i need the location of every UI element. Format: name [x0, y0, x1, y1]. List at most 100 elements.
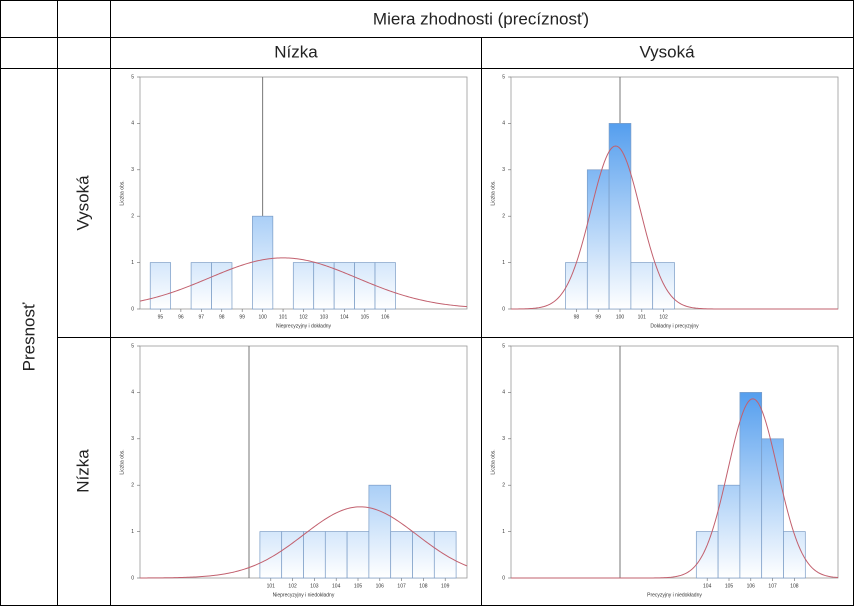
y-tick-label: 0: [131, 306, 134, 312]
x-tick-label: 100: [616, 314, 625, 320]
x-axis-label: Dokładny i precyzyjny: [650, 323, 699, 329]
x-tick-label: 107: [768, 583, 777, 589]
histogram-bar: [783, 531, 806, 579]
y-axis-label: Liczba obs.: [119, 449, 125, 474]
x-axis-label: Nieprecyzyjny i niedokładny: [273, 592, 335, 598]
y-tick-label: 3: [131, 167, 134, 173]
y-tick-label: 0: [131, 575, 134, 581]
y-tick-label: 2: [131, 214, 134, 220]
histogram-bar: [324, 531, 348, 579]
normal-fit-curve: [511, 398, 839, 579]
y-tick-label: 5: [502, 74, 505, 80]
y-tick-label: 2: [131, 483, 134, 489]
x-axis-label: Nieprecyzyjny i dokładny: [276, 323, 332, 329]
y-tick-label: 2: [502, 483, 505, 489]
histogram-bar: [354, 262, 376, 310]
histogram-bar: [565, 262, 588, 310]
histogram-bar: [281, 531, 304, 579]
x-tick-label: 105: [354, 583, 363, 589]
y-tick-label: 1: [131, 529, 134, 535]
x-tick-label: 101: [279, 314, 288, 320]
normal-fit-curve: [140, 506, 468, 579]
x-tick-label: 106: [381, 314, 390, 320]
histogram-bar: [761, 438, 784, 579]
x-tick-label: 98: [574, 314, 580, 320]
y-axis-label: Liczba obs.: [119, 180, 125, 205]
normal-fit-curve: [139, 257, 468, 308]
histogram-bar: [630, 262, 654, 310]
x-tick-label: 99: [239, 314, 245, 320]
x-tick-label: 106: [376, 583, 385, 589]
x-tick-label: 95: [158, 314, 164, 320]
histogram-bar: [313, 262, 335, 310]
y-tick-label: 2: [502, 214, 505, 220]
x-axis-label: Precyzyjny i niedokładny: [647, 592, 702, 598]
y-tick-label: 5: [502, 343, 505, 349]
x-tick-label: 105: [725, 583, 734, 589]
y-tick-label: 4: [502, 121, 505, 127]
histogram-bar: [346, 531, 370, 579]
x-tick-label: 107: [397, 583, 406, 589]
histogram-bar: [739, 392, 763, 579]
y-tick-label: 1: [502, 529, 505, 535]
histogram-bar: [695, 531, 719, 579]
normal-fit-curve: [510, 145, 838, 310]
x-tick-label: 108: [790, 583, 799, 589]
histogram-bar: [390, 531, 413, 579]
x-tick-label: 103: [310, 583, 319, 589]
histogram-bar: [586, 169, 610, 310]
histogram-bar: [252, 215, 274, 310]
x-tick-label: 99: [595, 314, 601, 320]
y-tick-label: 3: [502, 436, 505, 442]
x-tick-label: 96: [178, 314, 184, 320]
histogram-bar: [211, 262, 233, 310]
y-tick-label: 3: [131, 436, 134, 442]
x-tick-label: 104: [340, 314, 349, 320]
column-header: Vysoká: [639, 42, 695, 61]
histogram-bar: [303, 531, 326, 579]
y-tick-label: 5: [131, 343, 134, 349]
row-group-header: Presnosť: [19, 302, 38, 371]
x-tick-label: 104: [332, 583, 341, 589]
x-tick-label: 105: [361, 314, 370, 320]
histogram-bar: [374, 262, 396, 310]
histogram-bar: [149, 262, 172, 310]
y-tick-label: 4: [131, 121, 134, 127]
y-tick-label: 1: [131, 260, 134, 266]
y-tick-label: 5: [131, 74, 134, 80]
x-tick-label: 100: [258, 314, 267, 320]
histogram-bar: [190, 262, 212, 310]
x-tick-label: 102: [288, 583, 297, 589]
row-header: Vysoká: [73, 175, 92, 231]
y-tick-label: 0: [502, 575, 505, 581]
y-tick-label: 0: [502, 306, 505, 312]
x-tick-label: 109: [441, 583, 450, 589]
histogram-bar: [652, 262, 675, 310]
x-tick-label: 106: [747, 583, 756, 589]
y-tick-label: 4: [131, 390, 134, 396]
x-tick-label: 102: [299, 314, 308, 320]
y-tick-label: 4: [502, 390, 505, 396]
y-axis-label: Liczba obs.: [490, 180, 496, 205]
histogram-bar: [608, 123, 632, 310]
x-tick-label: 103: [320, 314, 329, 320]
y-tick-label: 3: [502, 167, 505, 173]
x-tick-label: 101: [267, 583, 276, 589]
x-tick-label: 102: [659, 314, 668, 320]
x-tick-label: 98: [219, 314, 225, 320]
x-tick-label: 101: [638, 314, 647, 320]
row-header: Nízka: [73, 449, 92, 493]
column-group-header: Miera zhodnosti (precíznosť): [373, 9, 589, 28]
y-axis-label: Liczba obs.: [490, 449, 496, 474]
histogram-bar: [259, 531, 283, 579]
x-tick-label: 108: [419, 583, 428, 589]
y-tick-label: 1: [502, 260, 505, 266]
histogram-bar: [368, 484, 392, 579]
x-tick-label: 104: [703, 583, 712, 589]
histogram-bar: [412, 531, 435, 579]
x-tick-label: 97: [199, 314, 205, 320]
histogram-bar: [292, 262, 315, 310]
column-header: Nízka: [274, 42, 318, 61]
